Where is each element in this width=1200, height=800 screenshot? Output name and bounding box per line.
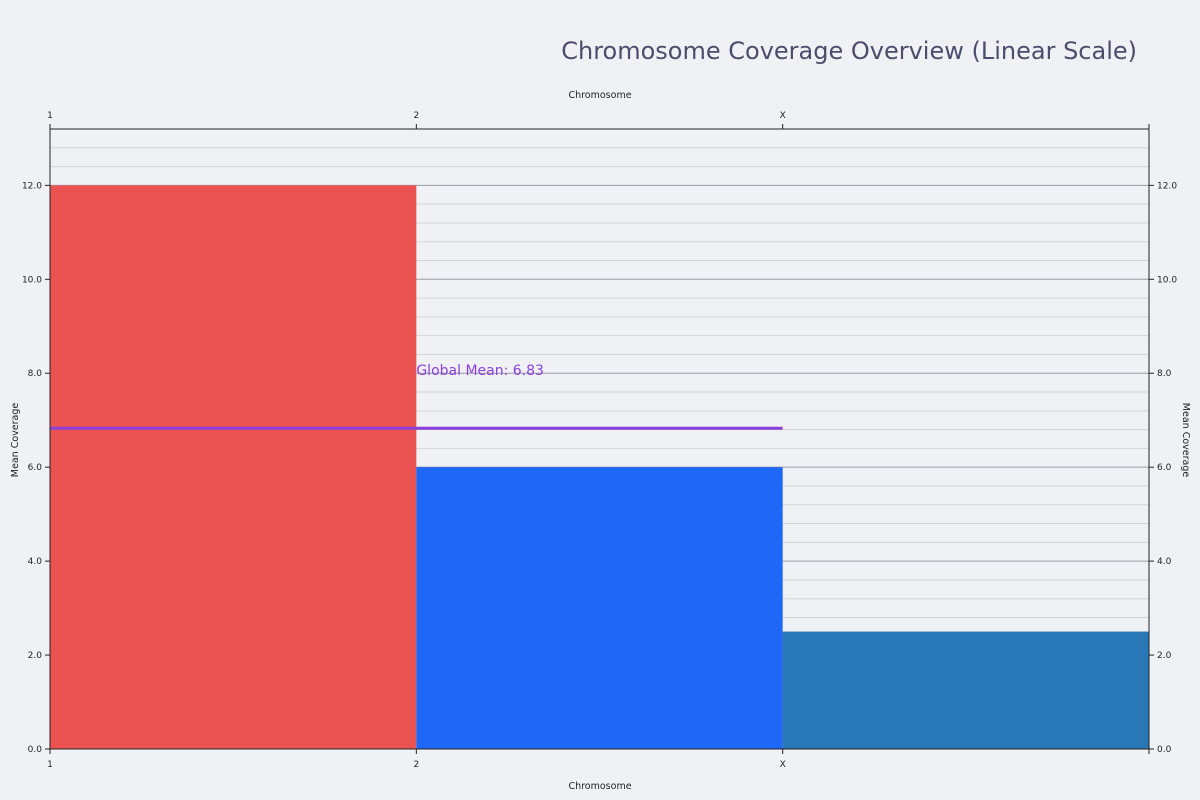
x-tick-label-bottom: 1 [47,760,53,770]
y-tick-label-left: 4.0 [28,557,43,567]
plot-frame [49,128,1150,750]
axes: 0.0 0.02.0 2.04.0 4.06.0 6.08.0 8.010.0 10.012… [22,111,1177,770]
global-mean-label: Global Mean: 6.83 [416,363,544,379]
bar-X [782,631,1149,749]
y-tick-label-left: 2.0 [28,651,43,661]
chart-title: Chromosome Coverage Overview (Linear Sca… [561,37,1137,65]
y-axis-label-left: Mean Coverage [10,403,21,478]
bars [50,185,1149,749]
y-tick-label-right: 8.0 [1157,369,1172,379]
y-tick-label-left: 6.0 [28,463,43,473]
x-tick-label-top: 2 [413,111,419,121]
y-tick-label-right: 0.0 [1157,745,1172,755]
y-axis-label-right: Mean Coverage [1180,403,1191,478]
y-tick-label-right: 6.0 [1157,463,1172,473]
x-axis-label-bottom: Chromosome [568,781,631,792]
x-axis-label-top: Chromosome [568,90,631,101]
mean-line-group: Global Mean: 6.83 [50,363,783,430]
x-tick-label-top: 1 [47,111,53,121]
y-tick-label-right: 4.0 [1157,557,1172,567]
bar-2 [416,467,783,749]
y-tick-label-left: 0.0 [28,745,43,755]
x-tick-label-bottom: 2 [413,760,419,770]
y-tick-label-left: 10.0 [22,275,42,285]
bar-1 [50,185,417,749]
y-tick-label-right: 12.0 [1157,181,1177,191]
y-tick-label-left: 12.0 [22,181,42,191]
x-tick-label-top: X [780,111,786,121]
x-tick-label-bottom: X [780,760,786,770]
y-tick-label-left: 8.0 [28,369,43,379]
y-tick-label-right: 10.0 [1157,275,1177,285]
y-tick-label-right: 2.0 [1157,651,1172,661]
